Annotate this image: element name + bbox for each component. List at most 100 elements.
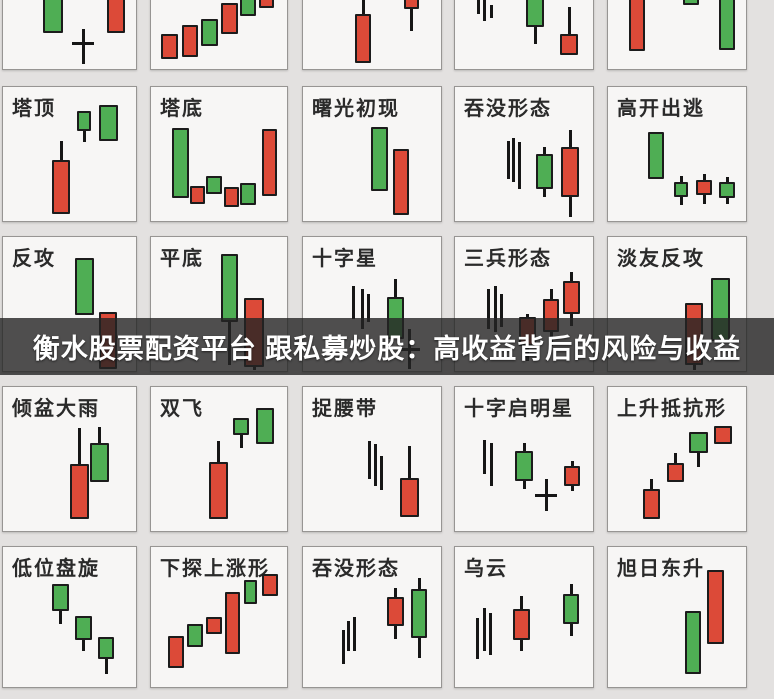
candle-upper-wick [519, 596, 523, 609]
candle-upper-wick [542, 147, 546, 154]
wick-line [482, 440, 486, 474]
candle-upper-wick [393, 588, 397, 597]
green-candle-body [719, 182, 735, 198]
pattern-cell-上升抵抗形: 上升抵抗形 [607, 386, 747, 532]
pattern-cell-row1-0 [2, 0, 137, 70]
green-candle-body [51, 584, 69, 611]
pattern-label: 高开出逃 [617, 98, 705, 120]
wick-line [506, 141, 510, 179]
green-candle-body [674, 182, 688, 197]
candle-upper-wick [569, 584, 573, 594]
green-candle-body [233, 418, 249, 435]
doji-cross-horizontal [535, 493, 557, 497]
pattern-label: 淡友反攻 [617, 248, 705, 270]
pattern-label: 低位盘旋 [12, 558, 100, 580]
green-candle-body [187, 624, 203, 647]
pattern-label: 倾盆大雨 [12, 398, 100, 420]
wick-line [346, 621, 350, 651]
candle-upper-wick [407, 446, 411, 478]
candle-lower-wick [522, 481, 526, 489]
red-candle-body [107, 0, 125, 33]
red-candle-body [386, 597, 404, 626]
green-candle-body [370, 127, 388, 191]
green-candle-body [411, 589, 427, 638]
candle-lower-wick [533, 27, 537, 44]
red-candle-body [562, 281, 580, 314]
red-candle-body [262, 574, 278, 596]
green-candle-body [74, 616, 92, 640]
red-candle-body [512, 609, 530, 640]
pattern-cell-旭日东升: 旭日东升 [607, 546, 747, 688]
candle-upper-wick [702, 174, 706, 180]
red-candle-body [223, 187, 239, 207]
red-candle-body [52, 160, 70, 214]
green-candle-body [648, 132, 664, 179]
candle-upper-wick [570, 461, 574, 466]
wick-line [482, 0, 486, 21]
wick-line [493, 286, 497, 332]
wick-line [511, 138, 515, 182]
pattern-label: 旭日东升 [617, 558, 705, 580]
pattern-cell-曙光初现: 曙光初现 [302, 86, 442, 222]
wick-line [476, 0, 480, 14]
wick-line [366, 294, 370, 322]
red-candle-body [69, 464, 89, 519]
pattern-cell-双飞: 双飞 [150, 386, 288, 532]
red-candle-body [258, 0, 274, 8]
red-candle-body [399, 478, 419, 517]
doji-cross-horizontal [72, 41, 94, 45]
red-candle-body [564, 466, 580, 486]
candle-upper-wick [649, 479, 653, 489]
pattern-cell-row1-2 [302, 0, 442, 70]
wick-line [489, 5, 493, 18]
pattern-label: 乌云 [464, 558, 508, 580]
green-candle-body [688, 432, 708, 453]
green-candle-body [535, 154, 553, 189]
pattern-cell-低位盘旋: 低位盘旋 [2, 546, 137, 688]
green-candle-body [719, 0, 735, 50]
green-candle-body [220, 254, 238, 322]
green-candle-body [98, 105, 118, 141]
green-candle-body [200, 19, 218, 46]
candle-upper-wick [569, 272, 573, 281]
pattern-label: 捉腰带 [312, 398, 378, 420]
pattern-cell-十字启明星: 十字启明星 [454, 386, 594, 532]
candle-upper-wick [77, 428, 81, 464]
candle-upper-wick [417, 578, 421, 589]
pattern-cell-塔顶: 塔顶 [2, 86, 137, 222]
candle-upper-wick [522, 443, 526, 451]
green-candle-body [685, 611, 701, 674]
pattern-label: 十字星 [312, 248, 378, 270]
wick-line [341, 630, 345, 664]
green-candle-body [683, 0, 699, 5]
pattern-cell-塔底: 塔底 [150, 86, 288, 222]
red-candle-body [706, 570, 724, 644]
red-candle-body [666, 463, 684, 482]
green-candle-body [98, 637, 114, 659]
candle-lower-wick [542, 189, 546, 197]
red-candle-body [208, 462, 228, 519]
green-candle-body [74, 258, 94, 315]
candle-lower-wick [104, 659, 108, 674]
green-candle-body [43, 0, 63, 33]
red-candle-body [220, 3, 238, 34]
red-candle-body [355, 14, 371, 63]
wick-line [351, 286, 355, 319]
green-candle-body [526, 0, 544, 27]
pattern-label: 曙光初现 [312, 98, 400, 120]
candle-upper-wick [567, 7, 571, 34]
pattern-cell-倾盆大雨: 倾盆大雨 [2, 386, 137, 532]
green-candle-body [89, 443, 109, 482]
candle-upper-wick [679, 176, 683, 182]
pattern-label: 平底 [160, 248, 204, 270]
green-candle-body [243, 580, 257, 604]
candle-upper-wick [568, 130, 572, 147]
red-candle-body [261, 129, 277, 196]
pattern-label: 塔顶 [12, 98, 56, 120]
red-candle-body [403, 0, 419, 9]
candle-lower-wick [679, 197, 683, 205]
candle-upper-wick [216, 441, 220, 462]
green-candle-body [171, 128, 189, 198]
candle-lower-wick [409, 9, 413, 31]
